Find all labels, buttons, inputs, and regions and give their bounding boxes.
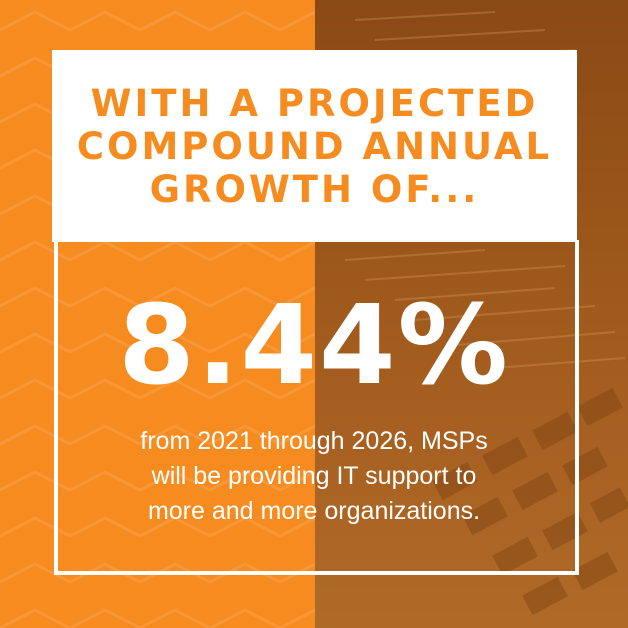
headline-box: WITH A PROJECTED COMPOUND ANNUAL GROWTH … <box>52 50 577 242</box>
growth-percentage: 8.44% <box>118 281 510 409</box>
headline-line-2: COMPOUND ANNUAL <box>76 124 553 168</box>
stat-description: from 2021 through 2026, MSPs will be pro… <box>60 424 568 529</box>
description-line-2: will be providing IT support to <box>151 462 477 490</box>
stat-frame <box>54 240 579 575</box>
description-line-1: from 2021 through 2026, MSPs <box>140 427 488 455</box>
headline-line-1: WITH A PROJECTED <box>90 81 539 125</box>
headline-line-3: GROWTH OF... <box>149 167 480 211</box>
description-line-3: more and more organizations. <box>147 497 481 525</box>
